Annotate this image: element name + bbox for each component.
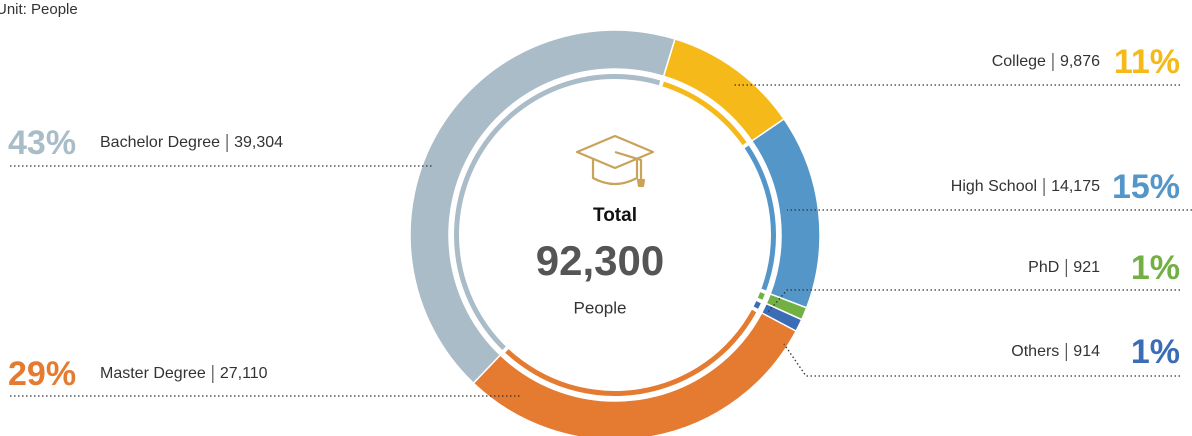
category-label: College [992,53,1046,70]
leader-line [767,289,1180,313]
unit-label: Unit: People [0,1,78,18]
inner-ring-segment [662,81,747,146]
inner-ring-segment [744,145,776,291]
category-label: Others [1011,343,1059,360]
percentage-label: 29% [8,355,76,393]
value-label: 27,110 [220,365,268,382]
value-label: 921 [1073,259,1100,276]
center-unit: People [574,298,627,317]
inner-ring-segment [753,301,761,309]
total-value: 92,300 [536,237,664,284]
leader-line [783,343,1180,377]
value-label: 39,304 [234,134,283,151]
center-title: Total [593,205,637,226]
category-label: High School [951,178,1037,195]
donut-segment [409,29,676,385]
graduation-cap-icon [575,134,655,188]
percentage-label: 1% [1131,249,1180,287]
value-label: 9,876 [1060,53,1100,70]
donut-segment [472,311,798,436]
donut [409,29,821,436]
percentage-label: 1% [1131,333,1180,371]
donut-segment [750,117,821,309]
value-label: 914 [1073,343,1100,360]
percentage-label: 15% [1112,168,1180,206]
inner-ring-segment [757,292,765,300]
category-label: Bachelor Degree [100,134,220,151]
percentage-label: 43% [8,124,76,162]
category-label: PhD [1028,259,1059,276]
inner-ring-segment [505,309,757,397]
category-label: Master Degree [100,365,206,382]
percentage-label: 11% [1114,43,1180,81]
value-label: 14,175 [1051,178,1100,195]
